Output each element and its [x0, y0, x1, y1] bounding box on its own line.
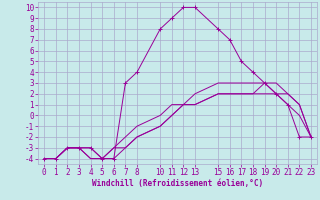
- X-axis label: Windchill (Refroidissement éolien,°C): Windchill (Refroidissement éolien,°C): [92, 179, 263, 188]
